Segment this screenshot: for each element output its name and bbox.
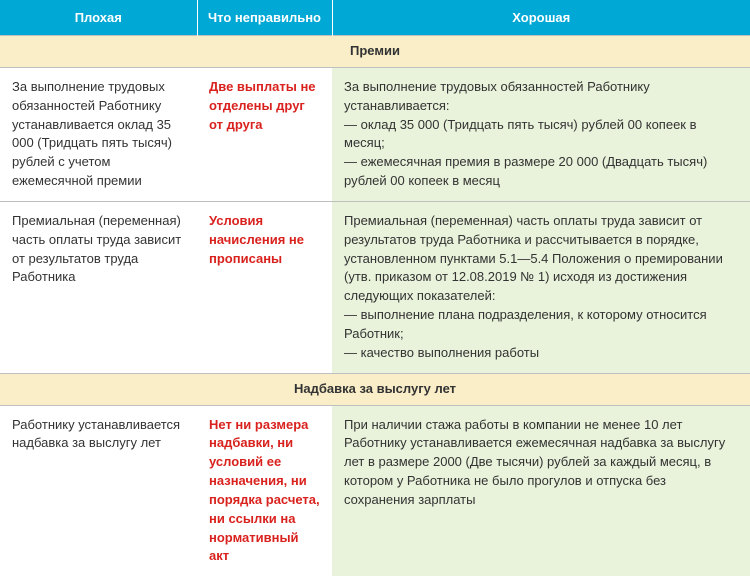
section-nadbavka: Надбавка за выслугу лет [0,373,750,405]
table-row: Премиальная (переменная) часть оплаты тр… [0,201,750,373]
header-good: Хорошая [332,0,750,36]
header-bad: Плохая [0,0,197,36]
cell-wrong: Две выплаты не отделены друг от друга [197,67,332,201]
table-row: За выполнение трудовых обязанностей Рабо… [0,67,750,201]
table-row: Работнику устанавливается надбавка за вы… [0,405,750,576]
section-title: Надбавка за выслугу лет [0,373,750,405]
cell-wrong: Нет ни размера надбавки, ни условий ее н… [197,405,332,576]
cell-good: При наличии стажа работы в компании не м… [332,405,750,576]
cell-bad: Премиальная (переменная) часть оплаты тр… [0,201,197,373]
section-title: Премии [0,36,750,68]
cell-wrong: Условия начисления не прописаны [197,201,332,373]
cell-bad: Работнику устанавливается надбавка за вы… [0,405,197,576]
section-premii: Премии [0,36,750,68]
cell-bad: За выполнение трудовых обязанностей Рабо… [0,67,197,201]
cell-good: За выполнение трудовых обязанностей Рабо… [332,67,750,201]
cell-good: Премиальная (переменная) часть оплаты тр… [332,201,750,373]
header-wrong: Что неправильно [197,0,332,36]
comparison-table: Плохая Что неправильно Хорошая Премии За… [0,0,750,576]
comparison-table-wrapper: Плохая Что неправильно Хорошая Премии За… [0,0,750,576]
header-row: Плохая Что неправильно Хорошая [0,0,750,36]
